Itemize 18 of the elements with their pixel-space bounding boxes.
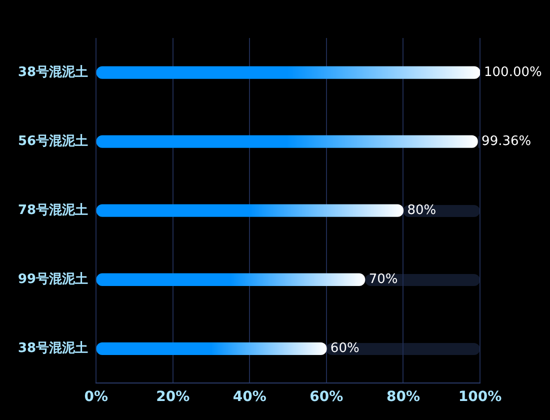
x-tick-label: 80% <box>386 389 420 406</box>
data-label: 100.00% <box>484 64 542 80</box>
y-tick-label: 56号混泥土 <box>18 134 88 149</box>
y-tick-label: 38号混泥土 <box>18 341 88 356</box>
y-tick-label: 78号混泥土 <box>18 202 88 218</box>
x-tick-label: 100% <box>458 389 502 406</box>
bar <box>96 135 478 148</box>
x-tick-label: 60% <box>310 389 344 406</box>
data-label: 80% <box>407 202 436 218</box>
data-label: 60% <box>330 341 360 356</box>
y-tick-label: 38号混泥土 <box>18 64 88 80</box>
x-tick-label: 0% <box>84 389 108 406</box>
x-tick-label: 20% <box>156 389 190 406</box>
bar <box>96 66 480 79</box>
data-label: 99.36% <box>482 134 532 149</box>
data-label: 70% <box>368 272 398 288</box>
y-tick-label: 99号混泥土 <box>18 272 88 288</box>
x-tick-label: 40% <box>232 389 266 406</box>
